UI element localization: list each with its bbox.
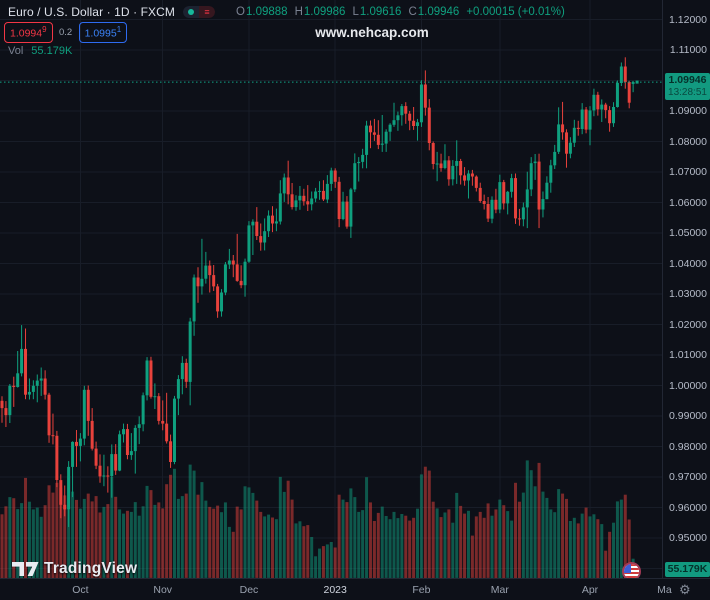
settings-gear-icon[interactable]: ⚙ <box>679 582 691 597</box>
price-axis-label: 1.01000 <box>669 349 707 361</box>
current-volume-badge: 55.179K <box>665 562 710 577</box>
legend: Euro / U.S. Dollar · 1D · FXCM ≡ O 1.0988… <box>8 5 565 19</box>
price-axis-label: 0.99000 <box>669 410 707 422</box>
volume-value: 55.179K <box>31 44 73 57</box>
ohlc-key: C <box>408 6 417 18</box>
source-toggle[interactable]: ≡ <box>183 6 216 18</box>
price-axis-label: 1.11000 <box>669 44 707 56</box>
time-axis-label: Apr <box>581 584 599 596</box>
time-axis-label: Oct <box>72 584 89 596</box>
time-axis-label: Feb <box>412 584 431 596</box>
watermark: www.nehcap.com <box>315 25 429 40</box>
tradingview-logo-text: TradingView <box>44 560 138 577</box>
spread-value: 0.2 <box>58 27 73 38</box>
price-axis-label: 1.00000 <box>669 379 707 392</box>
price-axis[interactable]: 0.940000.950000.960000.970000.980000.990… <box>662 0 710 578</box>
price-axis-label: 0.96000 <box>669 501 707 514</box>
ohlc-value: 1.09616 <box>359 6 402 18</box>
current-price-value: 1.09946 <box>668 74 707 86</box>
tradingview-mark-icon <box>12 561 39 576</box>
sell-button[interactable]: 1.09949 <box>4 22 53 43</box>
price-axis-label: 1.09000 <box>669 105 707 117</box>
buy-button[interactable]: 1.09951 <box>78 22 128 43</box>
time-axis-label: 2023 <box>323 584 347 596</box>
volume-label[interactable]: Vol <box>8 44 24 57</box>
symbol-title[interactable]: Euro / U.S. Dollar · 1D · FXCM <box>8 5 176 19</box>
ohlc-key: L <box>352 6 359 18</box>
price-axis-label: 1.02000 <box>669 318 707 331</box>
hamburger-icon: ≡ <box>204 6 210 17</box>
us-flag-event-icon[interactable] <box>622 562 641 578</box>
flag-canton <box>624 564 631 573</box>
price-axis-label: 0.97000 <box>669 471 707 483</box>
time-axis[interactable]: ⚙ Oct Nov Dec 2023 Feb Mar Apr Ma <box>0 578 710 600</box>
time-axis-label: Mar <box>490 584 509 596</box>
time-axis-label: Ma <box>657 584 672 596</box>
price-axis-label: 1.04000 <box>669 257 707 270</box>
price-axis-label: 1.08000 <box>669 135 707 148</box>
price-axis-label: 1.06000 <box>669 196 707 209</box>
price-axis-label: 1.05000 <box>669 227 707 239</box>
bid-ask-row: 1.09949 0.2 1.09951 <box>4 22 128 43</box>
price-axis-label: 0.95000 <box>669 532 707 544</box>
price-axis-label: 1.03000 <box>669 288 707 300</box>
volume-indicator-row: Vol 55.179K <box>8 44 72 57</box>
ohlc-value: 1.09888 <box>245 6 288 18</box>
current-price-time: 13:28:51 <box>668 87 707 98</box>
visibility-toggle[interactable] <box>183 6 200 18</box>
ohlc-key: O <box>236 6 245 18</box>
price-axis-label: 0.98000 <box>669 440 707 453</box>
ohlc-key: H <box>294 6 303 18</box>
price-axis-label: 1.12000 <box>669 13 707 26</box>
chart-plot-area[interactable]: www.nehcap.com Euro / U.S. Dollar · 1D ·… <box>0 0 662 578</box>
ohlc-readout: O 1.09888 H 1.09986 L 1.09616 C 1.09946 +0.00015… <box>229 6 565 18</box>
green-dot-icon <box>188 9 195 15</box>
price-axis-label: 1.07000 <box>669 166 707 178</box>
time-axis-label: Nov <box>153 584 173 596</box>
current-price-badge: 1.09946 13:28:51 <box>665 73 710 100</box>
tradingview-logo[interactable]: TradingView <box>12 560 137 578</box>
ohlc-value: 1.09946 <box>417 6 460 18</box>
menu-toggle[interactable]: ≡ <box>199 6 216 18</box>
ohlc-value: 1.09986 <box>303 6 346 18</box>
change-value: +0.00015 (+0.01%) <box>466 6 565 18</box>
candlestick-chart[interactable] <box>0 0 662 578</box>
time-axis-label: Dec <box>239 584 259 596</box>
